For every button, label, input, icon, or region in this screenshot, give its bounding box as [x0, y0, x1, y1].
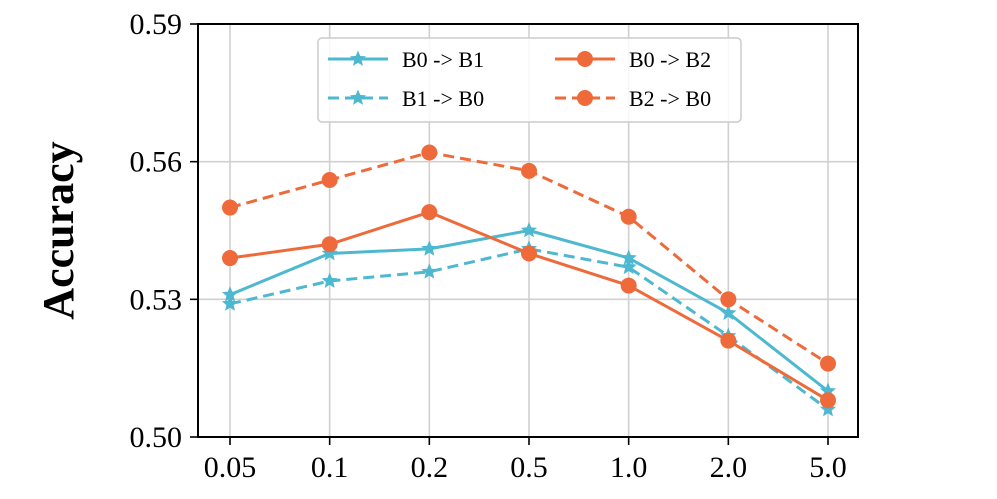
data-point	[720, 304, 737, 320]
data-point	[421, 240, 438, 256]
x-tick-label: 0.5	[510, 451, 548, 484]
y-tick-label: 0.50	[130, 421, 183, 454]
x-tick-label: 0.1	[311, 451, 349, 484]
data-point	[321, 172, 338, 189]
data-point	[421, 263, 438, 279]
legend-entry: B0 -> B1	[328, 47, 484, 72]
x-tick-label: 5.0	[809, 451, 847, 484]
series-1	[221, 222, 837, 398]
y-axis-label: Accuracy	[34, 141, 83, 319]
y-tick-label: 0.56	[130, 146, 183, 179]
data-point	[720, 291, 737, 308]
data-point	[221, 295, 239, 311]
data-point	[521, 245, 537, 262]
data-point	[620, 258, 637, 275]
data-point	[520, 222, 538, 238]
legend: B0 -> B1 B1 -> B0 B0 -> B2 B2 -> B0	[317, 37, 742, 123]
data-point	[321, 272, 338, 288]
data-point	[221, 286, 239, 302]
legend-entry: B1 -> B0	[328, 86, 484, 111]
legend-entry: B2 -> B0	[555, 86, 711, 111]
legend-label: B2 -> B0	[629, 86, 711, 111]
legend-marker	[577, 51, 593, 67]
x-tick-label: 0.05	[204, 451, 257, 484]
data-point	[620, 249, 637, 265]
data-point	[720, 332, 737, 349]
data-point	[222, 199, 238, 216]
series-3	[222, 204, 836, 409]
legend-label: B0 -> B2	[629, 47, 711, 72]
data-point	[222, 250, 238, 267]
data-point	[620, 277, 637, 294]
legend-box	[317, 37, 742, 123]
data-point	[819, 400, 837, 417]
data-point	[820, 392, 836, 409]
y-tick-label: 0.59	[130, 8, 183, 41]
data-point	[421, 204, 438, 221]
legend-label: B1 -> B0	[402, 86, 484, 111]
data-point	[321, 244, 338, 261]
axes: 0.05 0.1 0.2 0.5 1.0 2.0 5.0 0.50 0.53 0.56 0.59	[130, 8, 847, 484]
legend-marker	[577, 90, 593, 106]
data-point	[620, 208, 637, 225]
series-layer	[221, 144, 837, 417]
data-point	[421, 144, 438, 161]
x-tick-label: 2.0	[710, 451, 748, 484]
plot-frame	[197, 23, 859, 438]
legend-marker	[349, 50, 367, 66]
data-point	[521, 162, 537, 179]
y-tick-label: 0.53	[130, 283, 183, 316]
series-4	[222, 144, 836, 372]
x-tick-label: 1.0	[610, 451, 648, 484]
legend-label: B0 -> B1	[402, 47, 484, 72]
legend-marker	[349, 89, 367, 105]
data-point	[820, 355, 836, 372]
data-point	[321, 236, 338, 253]
x-tick-label: 0.2	[411, 451, 449, 484]
legend-entry: B0 -> B2	[555, 47, 711, 72]
